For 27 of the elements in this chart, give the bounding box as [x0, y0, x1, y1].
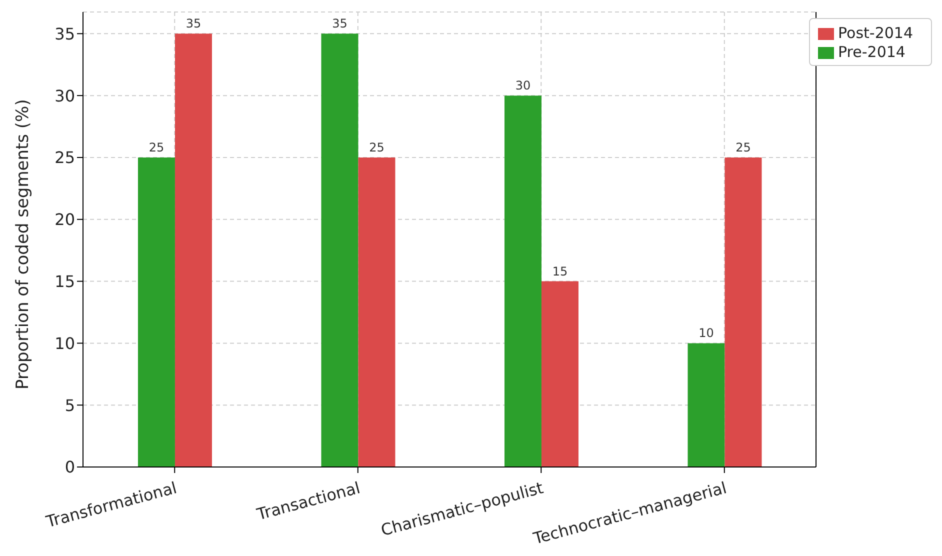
data-label: 25 [148, 140, 164, 154]
bar [138, 157, 175, 467]
y-tick-label: 15 [54, 272, 75, 291]
legend-label: Pre-2014 [838, 43, 906, 61]
bar [688, 343, 725, 467]
bar [504, 96, 542, 467]
data-label: 25 [369, 140, 384, 154]
y-tick-label: 25 [54, 148, 75, 168]
bar [541, 281, 578, 467]
bar [358, 157, 396, 467]
y-tick-label: 20 [54, 210, 75, 230]
data-label: 30 [515, 78, 531, 93]
data-label: 15 [552, 264, 568, 278]
bar [174, 34, 212, 467]
data-label: 35 [186, 16, 202, 31]
y-tick-label: 35 [54, 24, 75, 44]
y-axis-title: Proportion of coded segments (%) [13, 99, 34, 390]
data-label: 35 [332, 16, 348, 31]
y-tick-label: 10 [54, 334, 75, 353]
bar [321, 34, 358, 467]
data-label: 25 [736, 140, 751, 154]
data-label: 10 [698, 326, 714, 340]
bar [724, 157, 762, 467]
y-tick-label: 30 [54, 86, 75, 106]
y-tick-label: 5 [64, 396, 75, 415]
legend-label: Post-2014 [838, 24, 913, 42]
y-tick-label: 0 [64, 458, 75, 477]
